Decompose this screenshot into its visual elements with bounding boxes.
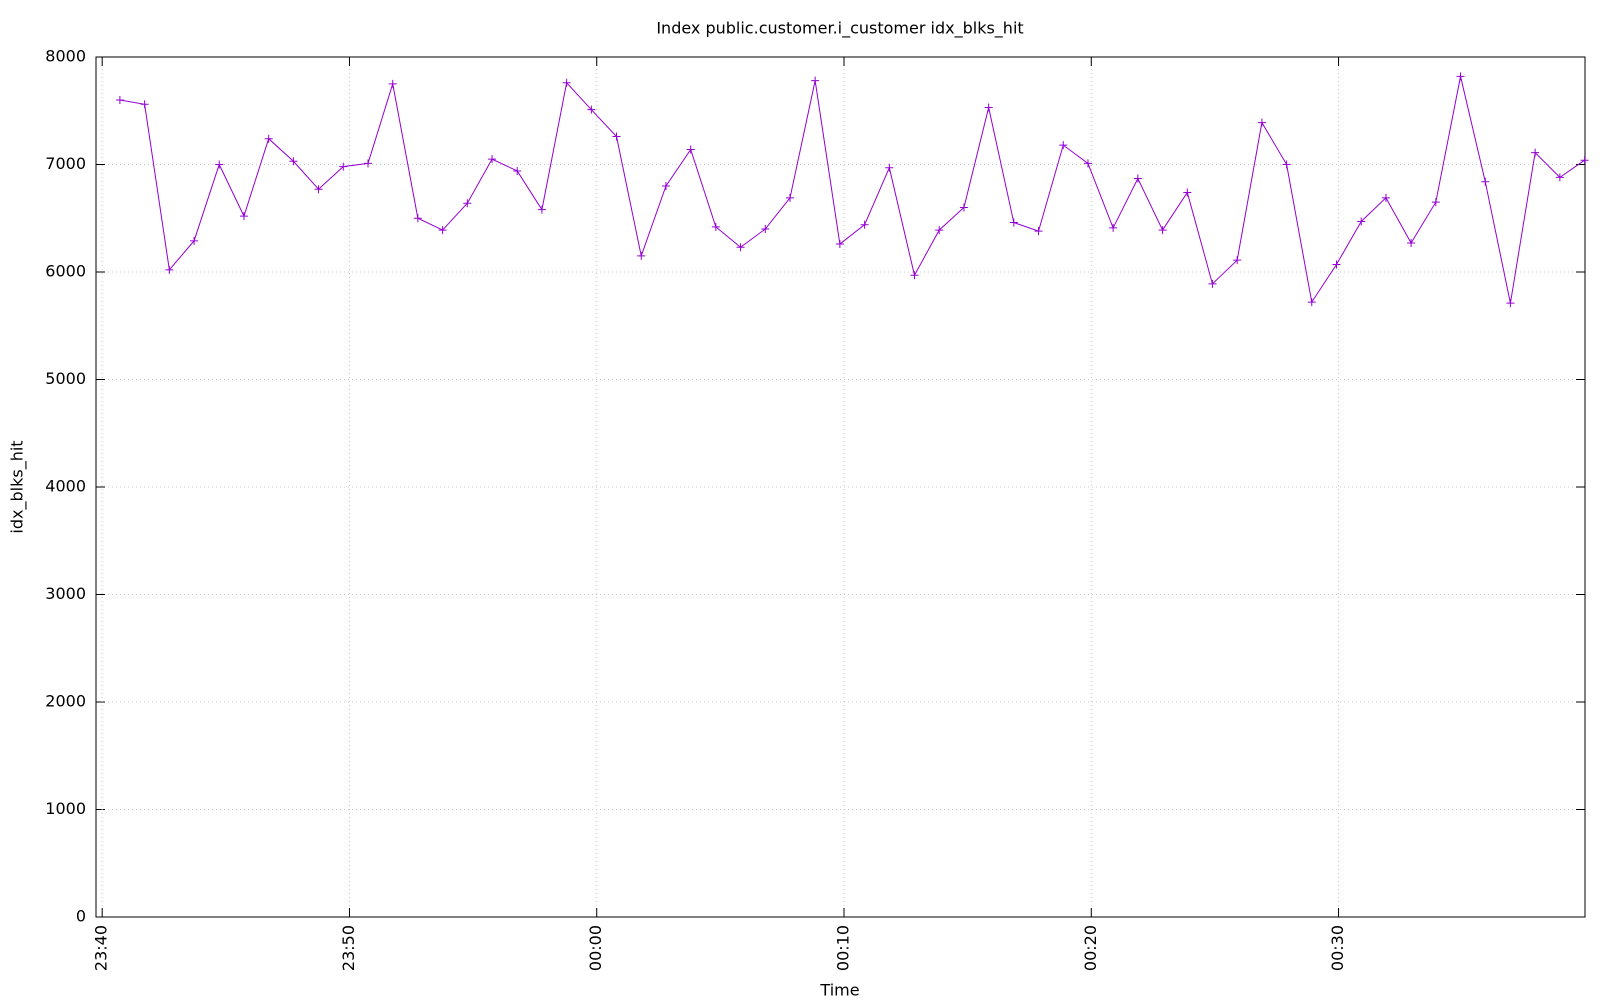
- point: [1555, 173, 1564, 182]
- y-tick-label: 3000: [45, 584, 86, 603]
- point: [314, 185, 323, 194]
- point: [1282, 160, 1291, 169]
- point: [1233, 256, 1242, 265]
- point: [885, 163, 894, 172]
- point: [140, 100, 149, 109]
- x-tick-label: 23:40: [92, 925, 111, 971]
- y-tick-label: 1000: [45, 799, 86, 818]
- point: [1257, 118, 1266, 127]
- point: [1407, 238, 1416, 247]
- y-tick-label: 8000: [45, 47, 86, 66]
- point: [786, 193, 795, 202]
- point: [661, 182, 670, 190]
- y-tick-label: 0: [76, 907, 86, 926]
- point: [537, 205, 546, 214]
- point: [190, 236, 199, 245]
- chart-title: Index public.customer.i_customer idx_blk…: [656, 19, 1023, 39]
- x-tick-label: 00:00: [586, 925, 605, 971]
- point: [761, 225, 770, 233]
- point: [935, 226, 944, 235]
- point: [513, 166, 522, 175]
- point: [388, 79, 397, 88]
- point: [1158, 226, 1167, 235]
- y-axis-label: idx_blks_hit: [8, 440, 28, 533]
- point: [1431, 198, 1440, 207]
- point: [1208, 279, 1217, 288]
- point: [637, 251, 646, 260]
- y-tick-label: 7000: [45, 154, 86, 173]
- point: [488, 155, 497, 164]
- point: [984, 103, 993, 112]
- point: [1109, 223, 1118, 232]
- plot-frame: [95, 56, 1586, 918]
- point: [686, 145, 695, 154]
- point: [860, 220, 869, 229]
- point: [1332, 260, 1341, 269]
- point: [612, 132, 621, 141]
- point: [711, 222, 720, 231]
- point: [264, 134, 273, 143]
- point: [1531, 148, 1540, 157]
- point: [811, 76, 820, 85]
- x-tick-label: 00:10: [834, 925, 853, 971]
- point: [910, 271, 919, 280]
- series-line: [119, 76, 1585, 304]
- point: [1133, 174, 1142, 183]
- y-tick-label: 4000: [45, 477, 86, 496]
- point: [339, 162, 348, 171]
- point: [1059, 141, 1068, 150]
- point: [835, 240, 844, 249]
- point: [115, 96, 124, 104]
- point: [1481, 177, 1490, 186]
- point: [438, 226, 447, 235]
- point: [413, 214, 422, 223]
- x-tick-label: 00:30: [1328, 925, 1347, 971]
- point: [1580, 156, 1589, 165]
- point: [364, 159, 373, 168]
- point: [1357, 217, 1366, 226]
- x-tick-label: 23:50: [339, 925, 358, 971]
- point: [587, 105, 596, 114]
- point: [1456, 72, 1465, 81]
- point: [1083, 159, 1092, 168]
- point: [736, 243, 745, 252]
- point: [1034, 227, 1043, 236]
- y-tick-label: 2000: [45, 692, 86, 711]
- point: [289, 157, 298, 166]
- point: [239, 212, 248, 221]
- point: [1506, 299, 1515, 308]
- point: [562, 78, 571, 87]
- y-tick-label: 5000: [45, 369, 86, 388]
- point: [165, 265, 174, 274]
- x-tick-label: 00:20: [1081, 925, 1100, 971]
- point: [959, 203, 968, 212]
- x-axis-label: Time: [819, 981, 859, 1000]
- y-tick-label: 6000: [45, 262, 86, 281]
- point: [1307, 298, 1316, 307]
- point: [1183, 188, 1192, 197]
- point: [1381, 193, 1390, 202]
- point: [215, 160, 224, 169]
- point: [1009, 218, 1018, 227]
- point: [463, 199, 472, 208]
